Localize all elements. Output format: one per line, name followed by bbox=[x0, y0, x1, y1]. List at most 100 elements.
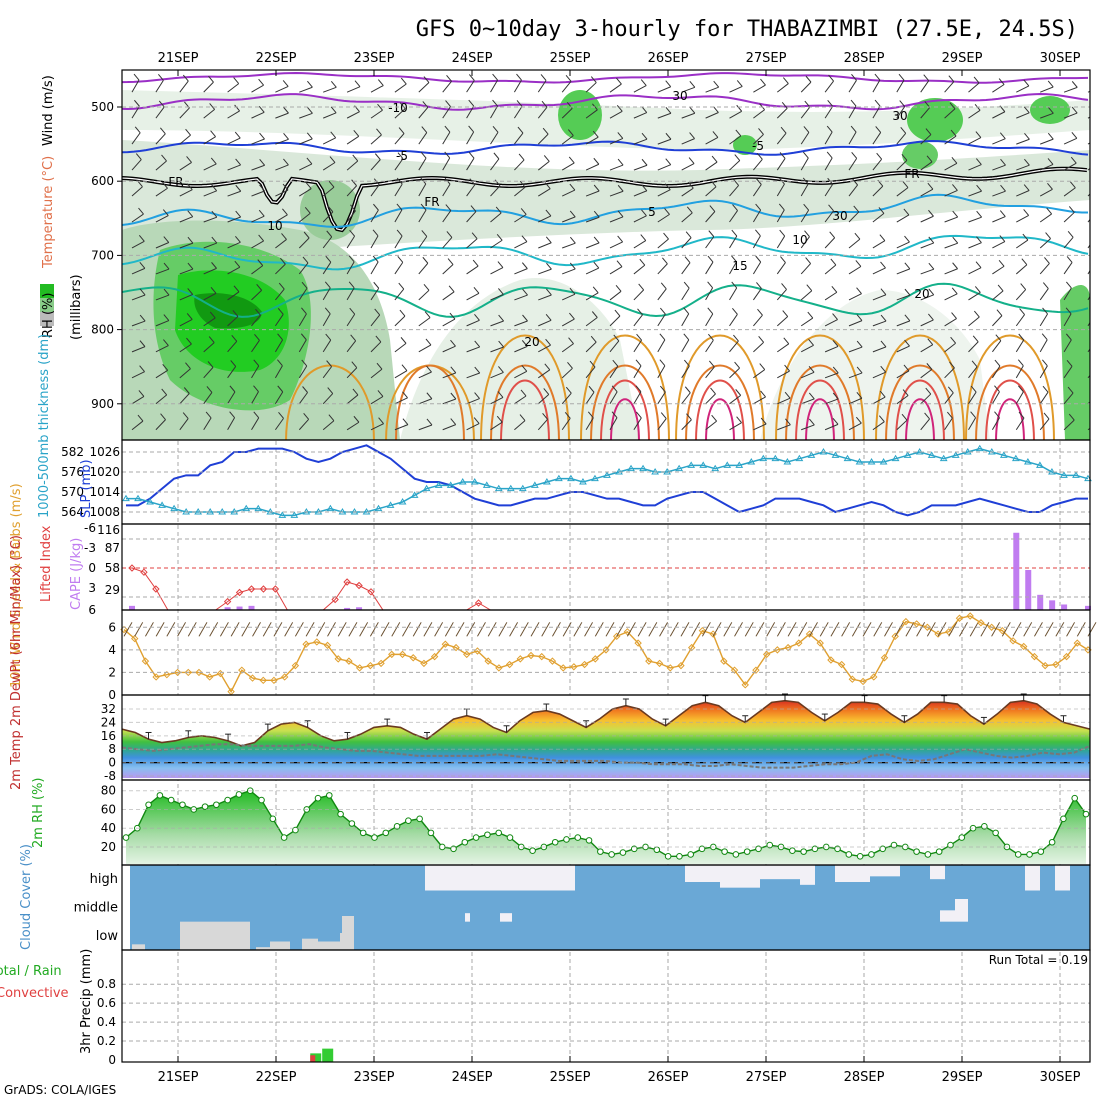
wind-barb-flag bbox=[187, 236, 194, 244]
wind10m-barb bbox=[487, 622, 497, 637]
wind10m-marker bbox=[666, 664, 674, 672]
wind-barb bbox=[776, 289, 787, 301]
wind-barb-flag bbox=[665, 106, 672, 114]
precip-axis: 00.20.40.60.8 bbox=[97, 977, 1090, 1067]
bottom-date-label: 23SEP bbox=[354, 1070, 395, 1085]
wind-barb bbox=[466, 211, 477, 223]
wind-barb bbox=[155, 345, 169, 353]
wind-barb-flag bbox=[137, 180, 143, 188]
wind-barb-flag bbox=[211, 262, 217, 269]
wind-barb bbox=[657, 112, 672, 119]
wind-barb-flag bbox=[1047, 80, 1054, 88]
wind10m-marker bbox=[827, 656, 835, 664]
wind-barb-flag bbox=[973, 76, 980, 84]
top-date-label: 21SEP bbox=[158, 51, 199, 66]
wind-barb bbox=[203, 342, 215, 353]
wind-barb bbox=[944, 367, 955, 379]
wind-barb-flag bbox=[185, 128, 191, 136]
wind-barb bbox=[1039, 238, 1051, 249]
wind-barb bbox=[490, 105, 498, 119]
wind-barb bbox=[729, 235, 738, 249]
thickness-marker bbox=[290, 511, 299, 518]
wind-barb-flag bbox=[353, 130, 360, 137]
wind-barb-flag bbox=[880, 314, 887, 322]
wind-barb-flag bbox=[1042, 385, 1049, 393]
wind10m-marker bbox=[345, 657, 353, 665]
wind-barb bbox=[299, 163, 313, 171]
wind-barb-flag bbox=[519, 180, 526, 188]
rh-blob bbox=[733, 135, 757, 155]
wind10m-barb bbox=[905, 622, 915, 637]
wind-barb-flag bbox=[756, 282, 762, 289]
wind-barb bbox=[466, 319, 480, 327]
bottom-date-label: 25SEP bbox=[550, 1070, 591, 1085]
contour-label: 10 bbox=[792, 233, 807, 247]
wind-barb-flag bbox=[904, 235, 910, 243]
wind-barb-flag bbox=[784, 391, 791, 399]
wind-barb-flag bbox=[999, 210, 1006, 217]
wind-barb-flag bbox=[708, 360, 715, 368]
wind-barb bbox=[848, 131, 857, 145]
wind10m-barb bbox=[123, 622, 133, 637]
wind10m-barb bbox=[1034, 622, 1043, 637]
contour-30-arch bbox=[600, 379, 650, 440]
wind-barb bbox=[944, 268, 958, 275]
wind-barb bbox=[729, 85, 743, 93]
wind10m-marker bbox=[859, 677, 867, 686]
wind-barb-flag bbox=[926, 155, 933, 163]
wind-barb bbox=[514, 268, 528, 275]
wind-barb bbox=[251, 365, 260, 379]
wind10m-barb bbox=[584, 622, 594, 637]
wind-barb-flag bbox=[998, 259, 1005, 267]
thickness-marker bbox=[506, 484, 515, 492]
wind-barb bbox=[944, 318, 957, 327]
wind-barb bbox=[968, 137, 982, 145]
wind-barb-flag bbox=[568, 156, 575, 164]
wind-barb bbox=[1039, 391, 1049, 405]
cloud-level-label: high bbox=[90, 872, 118, 887]
wind10m-marker bbox=[173, 668, 182, 677]
rh-tick-label: 80 bbox=[101, 784, 116, 798]
wind-barb-flag bbox=[856, 391, 863, 399]
wind-barb bbox=[920, 368, 933, 379]
wind-barb bbox=[585, 341, 597, 353]
cloud-high-block bbox=[1055, 865, 1070, 891]
wind-barb-flag bbox=[521, 235, 528, 243]
wind-barb bbox=[729, 367, 740, 379]
wind-barb-flag bbox=[998, 78, 1005, 85]
thickness-marker bbox=[903, 451, 912, 458]
wind-tick-label: 0 bbox=[108, 688, 116, 702]
top-date-label: 22SEP bbox=[256, 51, 297, 66]
wind-barb bbox=[752, 288, 762, 301]
wind-barb bbox=[346, 111, 360, 119]
cloud-high-block bbox=[720, 865, 760, 888]
wind-barb-flag bbox=[545, 313, 552, 321]
cloud-high-block bbox=[480, 865, 505, 880]
precip-total-bar bbox=[310, 1053, 322, 1062]
wind10m-barb bbox=[862, 622, 872, 637]
wind-barb bbox=[370, 184, 380, 197]
wind10m-barb bbox=[648, 622, 658, 637]
wind-barb bbox=[776, 183, 785, 197]
wind-barb bbox=[1063, 212, 1075, 223]
wind-barb bbox=[753, 109, 765, 119]
run-total: Run Total = 0.19 bbox=[989, 953, 1088, 967]
wind-barb-flag bbox=[831, 285, 838, 293]
wind-barb-flag bbox=[378, 417, 384, 424]
wind-barb bbox=[298, 262, 309, 275]
wind-barb bbox=[298, 392, 308, 405]
wind10m-barb bbox=[348, 622, 358, 637]
wind-barb-flag bbox=[710, 387, 716, 395]
wind-barb bbox=[920, 134, 932, 145]
wind-barb-flag bbox=[760, 390, 766, 398]
wind10m-marker bbox=[516, 655, 525, 663]
wind-barb-flag bbox=[569, 312, 575, 320]
wind-barb bbox=[609, 216, 624, 223]
wind-barb-flag bbox=[158, 74, 164, 81]
wind-barb bbox=[322, 236, 333, 249]
wind-barb-flag bbox=[522, 314, 528, 322]
top-date-label: 29SEP bbox=[942, 51, 983, 66]
wind-barb-flag bbox=[880, 288, 887, 296]
wind-barb bbox=[418, 262, 429, 275]
wind10m-marker bbox=[323, 641, 332, 650]
